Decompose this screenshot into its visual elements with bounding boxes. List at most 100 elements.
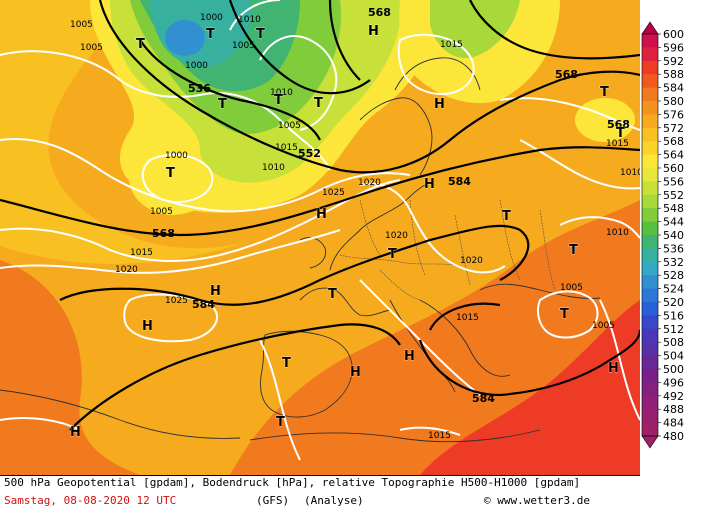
pressure-label: 1005 xyxy=(560,283,583,293)
legend-value: 588 xyxy=(663,68,684,81)
legend-swatch xyxy=(642,235,658,249)
legend-value: 508 xyxy=(663,336,684,349)
high-pressure-center: H xyxy=(424,177,435,192)
valid-date: Samstag, 08-08-2020 12 UTC xyxy=(4,494,177,507)
low-pressure-center: T xyxy=(502,209,511,224)
pressure-label: 1015 xyxy=(440,40,463,50)
legend-value: 516 xyxy=(663,309,684,322)
high-pressure-center: H xyxy=(316,207,327,222)
pressure-label: 1000 xyxy=(185,61,208,71)
legend-swatch xyxy=(642,275,658,290)
legend-swatch xyxy=(642,47,658,62)
pressure-label: 1025 xyxy=(322,188,345,198)
legend-value: 592 xyxy=(663,55,684,68)
model-name: (GFS) xyxy=(256,494,290,507)
map-caption: 500 hPa Geopotential [gpdam], Bodendruck… xyxy=(4,476,581,489)
low-pressure-center: T xyxy=(388,247,397,262)
analysis-label: (Analyse) xyxy=(304,494,364,507)
legend-value: 524 xyxy=(663,283,684,296)
low-pressure-center: T xyxy=(600,85,609,100)
pressure-label: 1000 xyxy=(200,13,223,23)
legend-swatch xyxy=(642,369,658,383)
field-mild-west xyxy=(0,0,250,264)
legend-swatch xyxy=(642,248,658,263)
isobars xyxy=(0,0,640,461)
field-green-northeast-core xyxy=(430,0,520,59)
legend-value: 564 xyxy=(663,149,684,162)
legend-value: 500 xyxy=(663,363,684,376)
legend-swatch xyxy=(642,221,658,236)
low-pressure-center: T xyxy=(314,96,323,111)
geopotential-contours xyxy=(0,0,640,431)
legend-value: 520 xyxy=(663,296,684,309)
color-legend: 6005965925885845805765725685645605565525… xyxy=(641,21,684,449)
legend-value: 548 xyxy=(663,202,684,215)
pressure-label: 1010 xyxy=(620,168,640,178)
geopotential-label: 584 xyxy=(472,392,495,405)
country-borders xyxy=(339,199,556,301)
high-pressure-center: H xyxy=(434,97,445,112)
legend-value: 556 xyxy=(663,175,684,188)
legend-bars xyxy=(641,21,661,449)
legend-swatch xyxy=(642,127,658,142)
legend-arrow-bottom xyxy=(641,435,659,449)
low-pressure-center: T xyxy=(166,166,175,181)
legend-swatch xyxy=(642,288,658,303)
low-pressure-center: T xyxy=(569,243,578,258)
legend-value: 488 xyxy=(663,403,684,416)
low-pressure-center: T xyxy=(282,356,291,371)
geopotential-label: 568 xyxy=(368,6,391,19)
legend-swatch xyxy=(642,382,658,397)
pressure-label: 1020 xyxy=(115,265,138,275)
legend-value: 544 xyxy=(663,216,684,229)
pressure-label: 1010 xyxy=(606,228,629,238)
high-pressure-center: H xyxy=(350,365,361,380)
legend-swatch xyxy=(642,422,658,437)
field-warm-southwest xyxy=(0,260,140,475)
field-hot-southeast xyxy=(420,300,640,475)
legend-arrow-top xyxy=(641,21,659,35)
legend-swatch xyxy=(642,141,658,156)
legend-swatch xyxy=(642,302,658,316)
low-pressure-center: T xyxy=(276,415,285,430)
low-pressure-center: T xyxy=(274,93,283,108)
legend-value: 576 xyxy=(663,108,684,121)
field-blue-core xyxy=(165,20,205,56)
legend-swatch xyxy=(642,60,658,75)
pressure-label: 1010 xyxy=(270,88,293,98)
pressure-label: 1015 xyxy=(456,313,479,323)
pressure-label: 1020 xyxy=(385,231,408,241)
legend-value: 492 xyxy=(663,390,684,403)
pressure-label: 1010 xyxy=(238,15,261,25)
high-pressure-center: H xyxy=(608,361,619,376)
legend-swatch xyxy=(642,355,658,370)
legend-swatch xyxy=(642,101,658,115)
high-pressure-center: H xyxy=(210,284,221,299)
legend-value: 484 xyxy=(663,417,684,430)
low-pressure-center: T xyxy=(136,37,145,52)
pressure-label: 1015 xyxy=(275,143,298,153)
geopotential-label: 568 xyxy=(555,68,578,81)
geopotential-label: 568 xyxy=(607,118,630,131)
legend-swatch xyxy=(642,395,658,410)
legend-swatch xyxy=(642,342,658,357)
legend-swatch xyxy=(642,74,658,89)
legend-value: 596 xyxy=(663,41,684,54)
legend-value: 528 xyxy=(663,269,684,282)
legend-value: 532 xyxy=(663,256,684,269)
high-pressure-center: H xyxy=(404,349,415,364)
pressure-center-group: T T T T T T T T H H H H H H T T T H T T … xyxy=(70,24,626,441)
geopotential-label: 552 xyxy=(298,147,321,160)
legend-swatch xyxy=(642,315,658,330)
legend-swatch xyxy=(642,328,658,343)
pressure-label: 1020 xyxy=(358,178,381,188)
legend-swatch xyxy=(642,208,658,223)
low-pressure-center: T xyxy=(560,307,569,322)
high-pressure-center: H xyxy=(368,24,379,39)
legend-value: 580 xyxy=(663,95,684,108)
legend-value: 560 xyxy=(663,162,684,175)
geopotential-label: 536 xyxy=(188,82,211,95)
low-pressure-center: T xyxy=(256,27,265,42)
legend-value: 540 xyxy=(663,229,684,242)
coastlines xyxy=(0,57,601,443)
